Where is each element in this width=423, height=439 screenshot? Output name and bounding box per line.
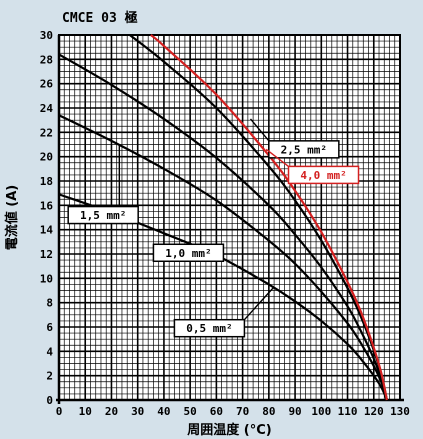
x-tick-label: 60 bbox=[210, 405, 223, 418]
y-tick-label: 20 bbox=[40, 151, 53, 164]
series-line-2 bbox=[58, 53, 388, 401]
x-tick-label: 110 bbox=[338, 405, 358, 418]
callout-box bbox=[268, 140, 340, 159]
y-tick-label: 12 bbox=[40, 248, 53, 261]
x-axis-ticks: 0 10 20 30 40 50 60 70 80 90 100 110 120 130 bbox=[56, 405, 410, 418]
y-tick-label: 10 bbox=[40, 272, 53, 285]
series-label: 2,5 mm² bbox=[281, 143, 327, 156]
y-tick-label: 4 bbox=[46, 345, 53, 358]
series-label: 0,5 mm² bbox=[186, 322, 232, 335]
y-tick-label: 24 bbox=[40, 102, 54, 115]
y-tick-label: 14 bbox=[40, 224, 54, 237]
y-tick-label: 26 bbox=[40, 78, 54, 91]
y-tick-label: 16 bbox=[40, 199, 54, 212]
x-tick-label: 20 bbox=[105, 405, 118, 418]
callout-leader-line bbox=[265, 148, 289, 167]
y-tick-label: 30 bbox=[40, 29, 53, 42]
x-tick-label: 0 bbox=[56, 405, 63, 418]
series-lines bbox=[58, 34, 388, 401]
callout-leader-line bbox=[249, 118, 270, 142]
y-tick-label: 28 bbox=[40, 53, 53, 66]
series-line-4 bbox=[150, 34, 388, 401]
callout-box bbox=[67, 205, 139, 225]
y-tick-label: 22 bbox=[40, 126, 53, 139]
x-tick-label: 40 bbox=[157, 405, 170, 418]
x-tick-label: 90 bbox=[288, 405, 301, 418]
series-label: 4,0 mm² bbox=[300, 169, 346, 182]
series-label: 1,0 mm² bbox=[165, 247, 211, 260]
x-tick-label: 80 bbox=[262, 405, 275, 418]
callout-box bbox=[152, 243, 225, 263]
callout-box bbox=[287, 165, 360, 185]
series-callouts: 2,5 mm² 4,0 mm² 1,5 mm² 1,0 mm² 0,5 mm² bbox=[67, 118, 360, 338]
series-line-1 bbox=[58, 114, 388, 401]
series-label: 1,5 mm² bbox=[80, 209, 126, 222]
series-line-0 bbox=[58, 193, 388, 401]
callout-leader-line bbox=[243, 286, 275, 321]
x-tick-label: 120 bbox=[364, 405, 384, 418]
x-tick-label: 70 bbox=[236, 405, 249, 418]
x-tick-label: 50 bbox=[184, 405, 197, 418]
y-tick-label: 6 bbox=[46, 321, 53, 334]
x-tick-label: 100 bbox=[311, 405, 331, 418]
x-axis-label: 周囲温度 (°C) bbox=[187, 422, 271, 438]
chart-title: CMCE 03 極 bbox=[62, 10, 138, 26]
y-tick-label: 18 bbox=[40, 175, 53, 188]
y-tick-label: 8 bbox=[46, 297, 53, 310]
axes bbox=[56, 34, 404, 404]
x-tick-label: 10 bbox=[79, 405, 92, 418]
x-tick-label: 30 bbox=[131, 405, 144, 418]
y-tick-label: 0 bbox=[46, 394, 53, 407]
x-tick-label: 130 bbox=[390, 405, 410, 418]
y-tick-label: 2 bbox=[46, 370, 53, 383]
callout-box bbox=[173, 318, 246, 338]
y-axis-label: 電流値 (A) bbox=[4, 185, 20, 250]
